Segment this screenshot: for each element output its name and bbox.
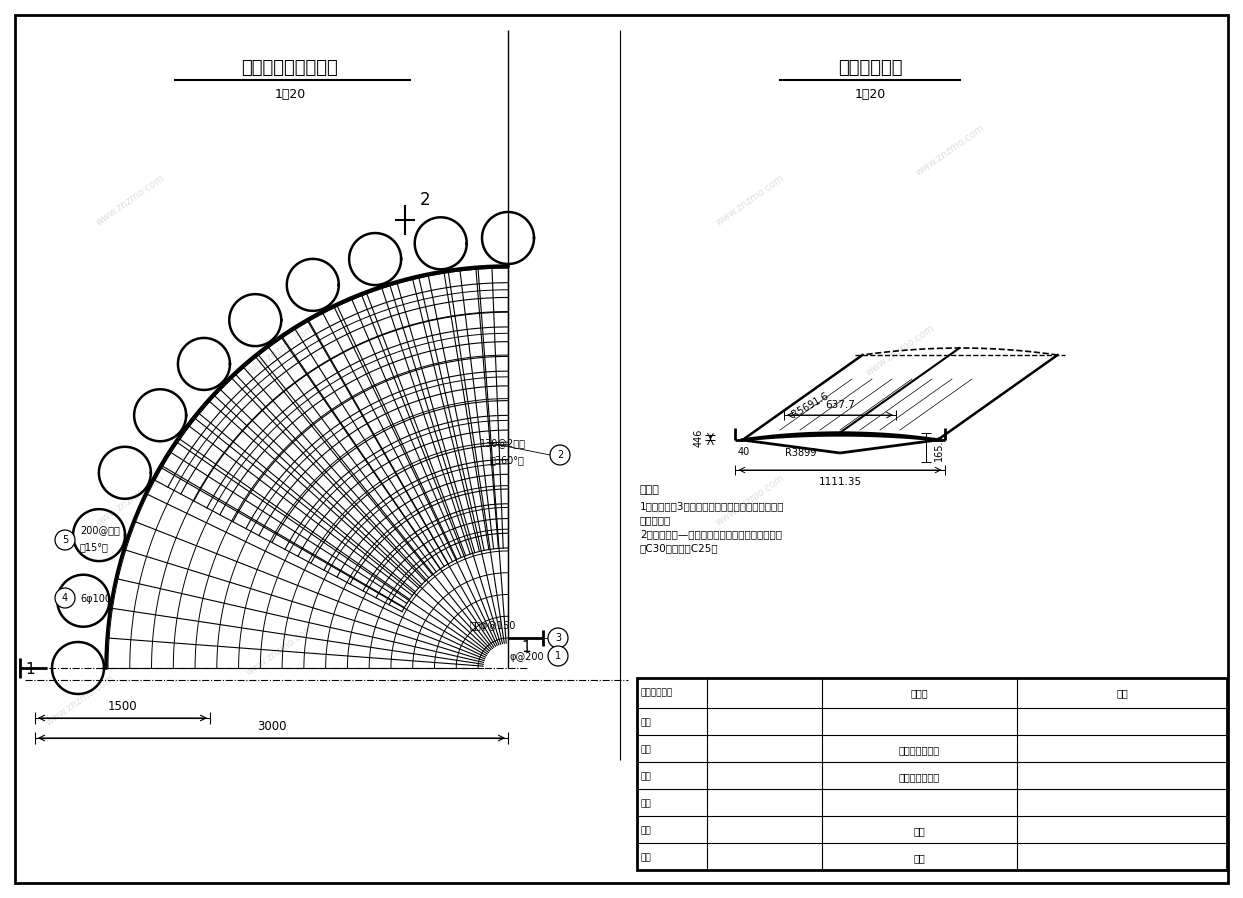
Text: R3899: R3899 bbox=[786, 448, 817, 458]
Text: 图号: 图号 bbox=[914, 826, 925, 836]
Text: 165.5: 165.5 bbox=[933, 434, 943, 462]
Text: 批准: 批准 bbox=[641, 718, 651, 727]
Text: （15°）: （15°） bbox=[80, 542, 109, 552]
Text: 5: 5 bbox=[62, 535, 68, 545]
Text: 1: 1 bbox=[554, 651, 561, 661]
Text: 2、特别注明—屋盖部分混凝土标号为：锥壳、挑: 2、特别注明—屋盖部分混凝土标号为：锥壳、挑 bbox=[640, 529, 782, 539]
Text: 637.7: 637.7 bbox=[825, 400, 855, 410]
Circle shape bbox=[548, 646, 568, 666]
Text: 1：20: 1：20 bbox=[275, 89, 306, 101]
Text: 6φ100: 6φ100 bbox=[80, 594, 111, 604]
Text: 锥壳体大样图: 锥壳体大样图 bbox=[838, 59, 902, 77]
Text: 1500: 1500 bbox=[108, 700, 137, 712]
Circle shape bbox=[55, 588, 75, 608]
Text: R5691.6: R5691.6 bbox=[789, 391, 830, 419]
Text: www.znzmo.com: www.znzmo.com bbox=[93, 172, 167, 227]
Text: 双向φ@150: 双向φ@150 bbox=[470, 621, 516, 631]
Text: φ@200: φ@200 bbox=[510, 652, 544, 662]
Text: 200@均布: 200@均布 bbox=[80, 525, 119, 535]
Text: 130@2均布: 130@2均布 bbox=[480, 438, 526, 448]
Text: 446: 446 bbox=[694, 428, 704, 447]
Text: www.znzmo.com: www.znzmo.com bbox=[244, 622, 316, 677]
Text: 3000: 3000 bbox=[257, 719, 286, 733]
Text: 校核: 校核 bbox=[641, 799, 651, 808]
Text: www.znzmo.com: www.znzmo.com bbox=[864, 322, 936, 377]
Text: 40: 40 bbox=[737, 447, 750, 457]
Text: 梁C30；其余为C25。: 梁C30；其余为C25。 bbox=[640, 543, 718, 553]
Circle shape bbox=[548, 628, 568, 648]
Circle shape bbox=[549, 445, 571, 465]
Text: 制图: 制图 bbox=[641, 853, 651, 862]
Text: 图号: 图号 bbox=[914, 853, 925, 863]
Text: 1：20: 1：20 bbox=[854, 89, 885, 101]
Text: 2: 2 bbox=[420, 191, 430, 209]
Circle shape bbox=[55, 530, 75, 550]
Text: www.znzmo.com: www.znzmo.com bbox=[914, 122, 986, 178]
Text: 4: 4 bbox=[62, 593, 68, 603]
Text: （360°）: （360°） bbox=[490, 455, 525, 465]
Text: 说明：: 说明： bbox=[640, 485, 660, 495]
Text: 水库除险加固: 水库除险加固 bbox=[641, 689, 674, 698]
Text: 施工图: 施工图 bbox=[910, 688, 927, 698]
Text: www.znzmo.com: www.znzmo.com bbox=[713, 472, 786, 527]
Bar bbox=[636, 678, 1227, 870]
Text: 主坝放空洞用房: 主坝放空洞用房 bbox=[899, 745, 940, 755]
Text: 1: 1 bbox=[521, 640, 531, 656]
Text: www.znzmo.com: www.znzmo.com bbox=[93, 472, 167, 527]
Text: www.znzmo.com: www.znzmo.com bbox=[244, 322, 316, 377]
Text: 参照使用。: 参照使用。 bbox=[640, 515, 671, 525]
Text: 设计: 设计 bbox=[641, 826, 651, 835]
Text: 屋面结构配筋平面图: 屋面结构配筋平面图 bbox=[241, 59, 338, 77]
Text: 2: 2 bbox=[557, 450, 563, 460]
Text: 屋顶结构配筋图: 屋顶结构配筋图 bbox=[899, 772, 940, 782]
Text: www.znzmo.com: www.znzmo.com bbox=[713, 172, 786, 227]
Text: 审查: 审查 bbox=[641, 772, 651, 781]
Text: 1111.35: 1111.35 bbox=[818, 477, 861, 487]
Text: 1: 1 bbox=[25, 663, 35, 677]
Text: www.znzmo.com: www.znzmo.com bbox=[44, 673, 116, 727]
Text: 1、配筋图共3张，钢筋为连续编号，施工时请相互: 1、配筋图共3张，钢筋为连续编号，施工时请相互 bbox=[640, 501, 784, 511]
Text: 3: 3 bbox=[554, 633, 561, 643]
Text: 设计: 设计 bbox=[1116, 688, 1127, 698]
Text: 核定: 核定 bbox=[641, 745, 651, 754]
